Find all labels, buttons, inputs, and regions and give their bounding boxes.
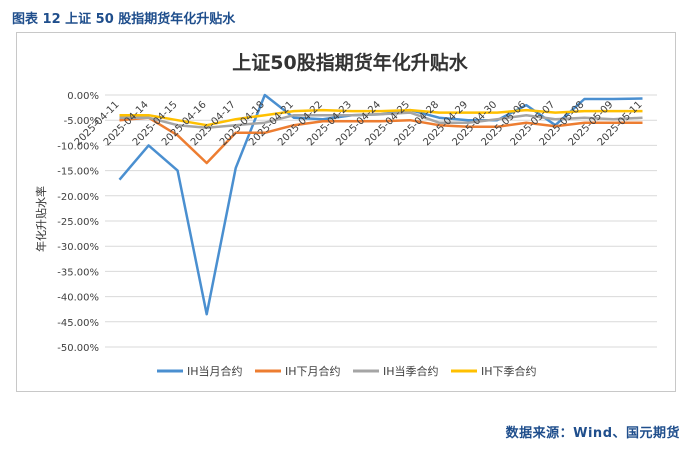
chart-frame: 上证50股指期货年化升贴水 年化升贴水率 0.00% -5.00% -10.00% -…	[16, 32, 676, 392]
legend-item: IH当季合约	[353, 364, 439, 378]
gridlines	[105, 94, 657, 348]
legend-label: IH当季合约	[383, 364, 439, 378]
legend-item: IH下月合约	[255, 364, 341, 378]
legend-label: IH下季合约	[481, 364, 537, 378]
y-tick-label: -20.00%	[57, 192, 99, 203]
series-line	[119, 108, 643, 127]
y-tick-label: -15.00%	[57, 167, 99, 178]
y-axis-ticks: 0.00% -5.00% -10.00% -15.00% -20.00% -25.00% -…	[57, 91, 99, 354]
legend-item: IH下季合约	[451, 364, 537, 378]
y-tick-label: -45.00%	[57, 318, 99, 329]
y-tick-label: -35.00%	[57, 267, 99, 278]
x-axis-ticks: 2025-04-112025-04-142025-04-152025-04-16…	[73, 99, 645, 148]
y-tick-label: -5.00%	[64, 116, 99, 127]
legend-item: IH当月合约	[157, 364, 243, 378]
series-lines	[118, 93, 643, 316]
y-tick-label: -25.00%	[57, 217, 99, 228]
y-tick-label: -50.00%	[57, 343, 99, 354]
y-tick-label: -10.00%	[57, 141, 99, 152]
y-tick-label: -40.00%	[57, 293, 99, 304]
chart-title: 上证50股指期货年化升贴水	[232, 51, 468, 74]
source-note: 数据来源：Wind、国元期货	[505, 426, 680, 441]
legend-label: IH当月合约	[187, 364, 243, 378]
y-tick-label: -30.00%	[57, 242, 99, 253]
series-line	[119, 116, 643, 165]
line-chart: 上证50股指期货年化升贴水 年化升贴水率 0.00% -5.00% -10.00% -…	[34, 51, 657, 378]
legend: IH当月合约 IH下月合约 IH当季合约 IH下季合约	[157, 364, 537, 378]
y-axis-label: 年化升贴水率	[34, 186, 48, 252]
legend-label: IH下月合约	[285, 364, 341, 378]
y-tick-label: 0.00%	[67, 91, 99, 102]
series-line	[119, 111, 643, 130]
figure-caption: 图表 12 上证 50 股指期货年化升贴水	[12, 12, 236, 27]
